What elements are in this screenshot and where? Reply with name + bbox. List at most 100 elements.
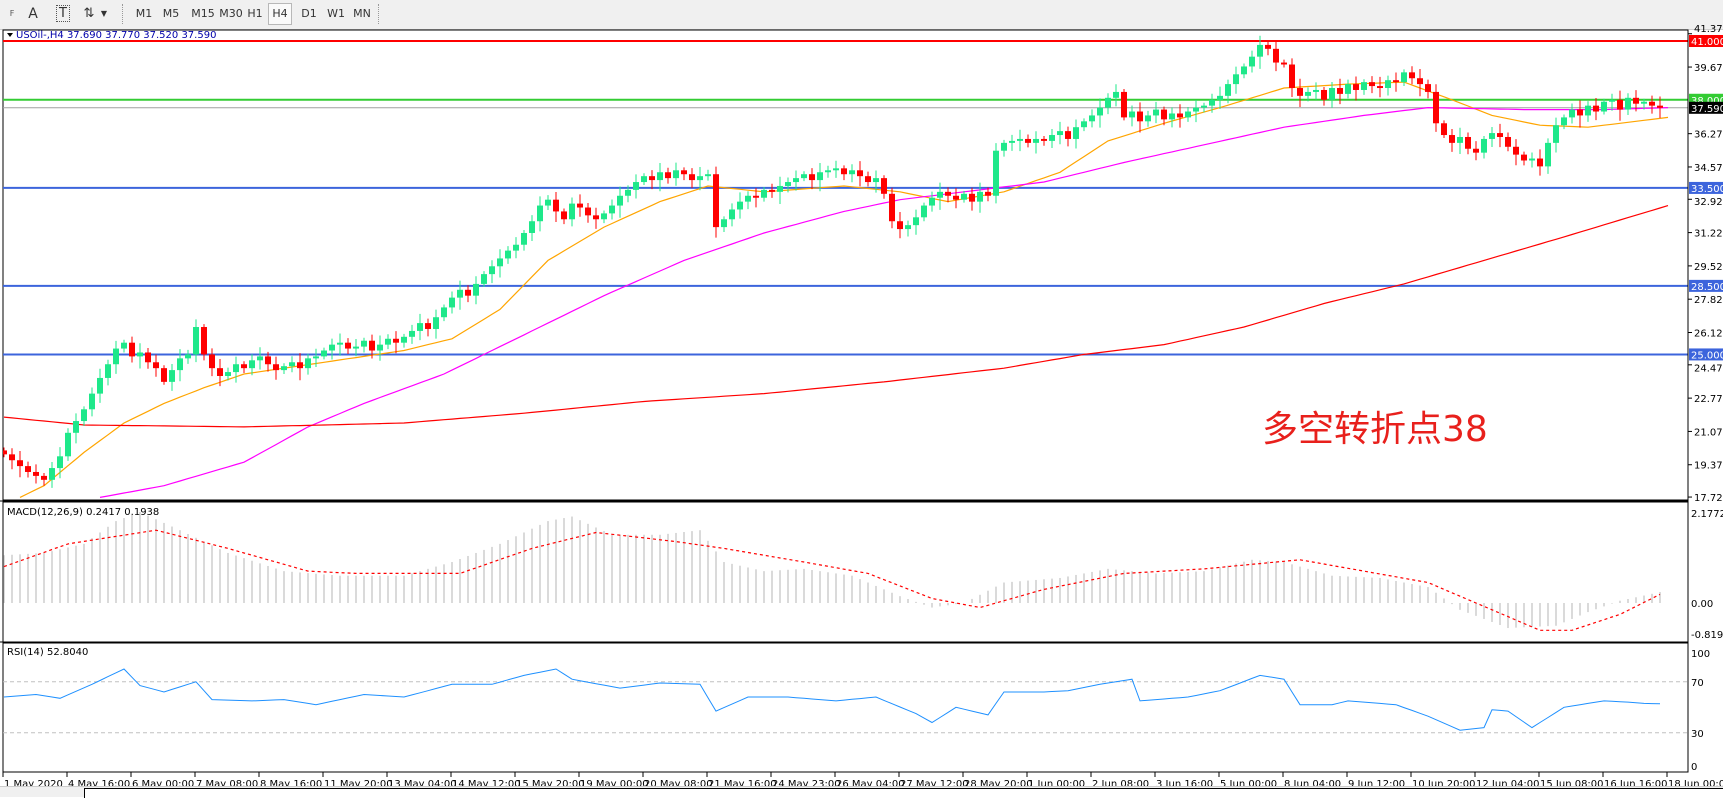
period-h1-button[interactable]: H1	[247, 7, 263, 20]
text-tool-icon[interactable]: A	[28, 6, 38, 22]
candle-body	[1593, 105, 1599, 112]
candle	[281, 363, 287, 375]
candle	[1489, 127, 1495, 147]
candle	[105, 359, 111, 386]
candle	[553, 192, 559, 223]
candle	[153, 354, 159, 377]
macd-tick-label: 2.1772	[1691, 509, 1723, 520]
candle-body	[145, 352, 151, 363]
candle-body	[321, 350, 327, 357]
candle	[1065, 126, 1071, 147]
candle	[1449, 128, 1455, 152]
candle	[1169, 107, 1175, 128]
candle	[1641, 98, 1647, 110]
candle	[1369, 76, 1375, 94]
candle	[865, 171, 871, 187]
candle	[1457, 127, 1463, 155]
price-tick-label: 27.820	[1694, 295, 1723, 306]
time-tick-label: 3 Jun 16:00	[1156, 779, 1213, 790]
period-m5-button[interactable]: M5	[162, 7, 180, 20]
candle-body	[1609, 99, 1615, 102]
candle	[289, 356, 295, 373]
candle	[1057, 121, 1063, 145]
candle	[1113, 84, 1119, 107]
candle-body	[289, 362, 295, 367]
candle-body	[105, 364, 111, 378]
text-label-icon[interactable]: T	[54, 4, 72, 24]
candle	[1649, 95, 1655, 114]
candle	[65, 428, 71, 461]
candle-body	[705, 174, 711, 177]
candle-body	[921, 205, 927, 218]
candle	[481, 271, 487, 287]
candle	[1097, 98, 1103, 128]
candle-body	[897, 221, 903, 230]
candle	[1233, 66, 1239, 94]
candle-body	[353, 346, 359, 349]
candle	[401, 333, 407, 348]
fibonacci-fan-icon[interactable]: F	[9, 9, 15, 18]
candle	[641, 173, 647, 185]
chevron-down-icon[interactable]: ▼	[100, 9, 108, 18]
candle	[937, 182, 943, 210]
candle	[729, 203, 735, 227]
candle-body	[1537, 158, 1543, 167]
candle	[1217, 86, 1223, 109]
candle	[169, 364, 175, 391]
time-tick-label: 4 May 16:00	[68, 779, 130, 790]
candle	[929, 191, 935, 212]
candle	[393, 331, 399, 354]
candle-body	[481, 274, 487, 284]
candle-body	[1353, 84, 1359, 90]
candle-body	[609, 205, 615, 214]
candle-body	[521, 232, 527, 245]
period-m1-button[interactable]: M1	[135, 7, 153, 20]
time-tick-label: 7 May 08:00	[196, 779, 258, 790]
period-m30-button[interactable]: M30	[219, 7, 243, 20]
candle	[1337, 78, 1343, 105]
period-d1-button[interactable]: D1	[301, 7, 317, 20]
candle-body	[385, 338, 391, 345]
candle	[1161, 106, 1167, 126]
candle	[1585, 101, 1591, 122]
candle	[809, 168, 815, 190]
rsi-panel-frame	[2, 642, 1689, 773]
candle	[369, 334, 375, 359]
candle-body	[1473, 148, 1479, 153]
candle	[1401, 69, 1407, 87]
time-tick-label: 18 Jun 00:00	[1668, 779, 1723, 790]
candle-body	[361, 340, 367, 347]
period-m15-button[interactable]: M15	[191, 7, 215, 20]
period-w1-button[interactable]: W1	[327, 7, 345, 20]
candle-body	[161, 368, 167, 382]
time-tick-label: 28 May 20:00	[964, 779, 1033, 790]
arrows-icon[interactable]: ⇅	[83, 6, 95, 21]
macd-plot	[3, 512, 1661, 631]
candle	[1409, 66, 1415, 85]
candle-body	[513, 244, 519, 251]
candle-body	[393, 338, 399, 343]
candle	[217, 358, 223, 387]
text-label-glyph: T	[56, 5, 70, 22]
candle	[1249, 50, 1255, 73]
candle	[1089, 109, 1095, 128]
period-h4-button[interactable]: H4	[268, 3, 292, 25]
candle	[1505, 132, 1511, 152]
candle-body	[1401, 72, 1407, 83]
candle	[209, 348, 215, 377]
period-mn-button[interactable]: MN	[353, 7, 371, 20]
candle	[617, 186, 623, 218]
candle	[697, 166, 703, 191]
candle	[1513, 139, 1519, 166]
candle	[201, 324, 207, 361]
candle-body	[1369, 82, 1375, 87]
candle-body	[1025, 138, 1031, 143]
level-label-38.000: 38.000	[1691, 96, 1723, 107]
candle-body	[1513, 146, 1519, 155]
candle	[1241, 63, 1247, 79]
candle	[1441, 120, 1447, 138]
candle-body	[1577, 109, 1583, 116]
candle	[89, 387, 95, 417]
chart-tab[interactable]	[84, 788, 1723, 798]
